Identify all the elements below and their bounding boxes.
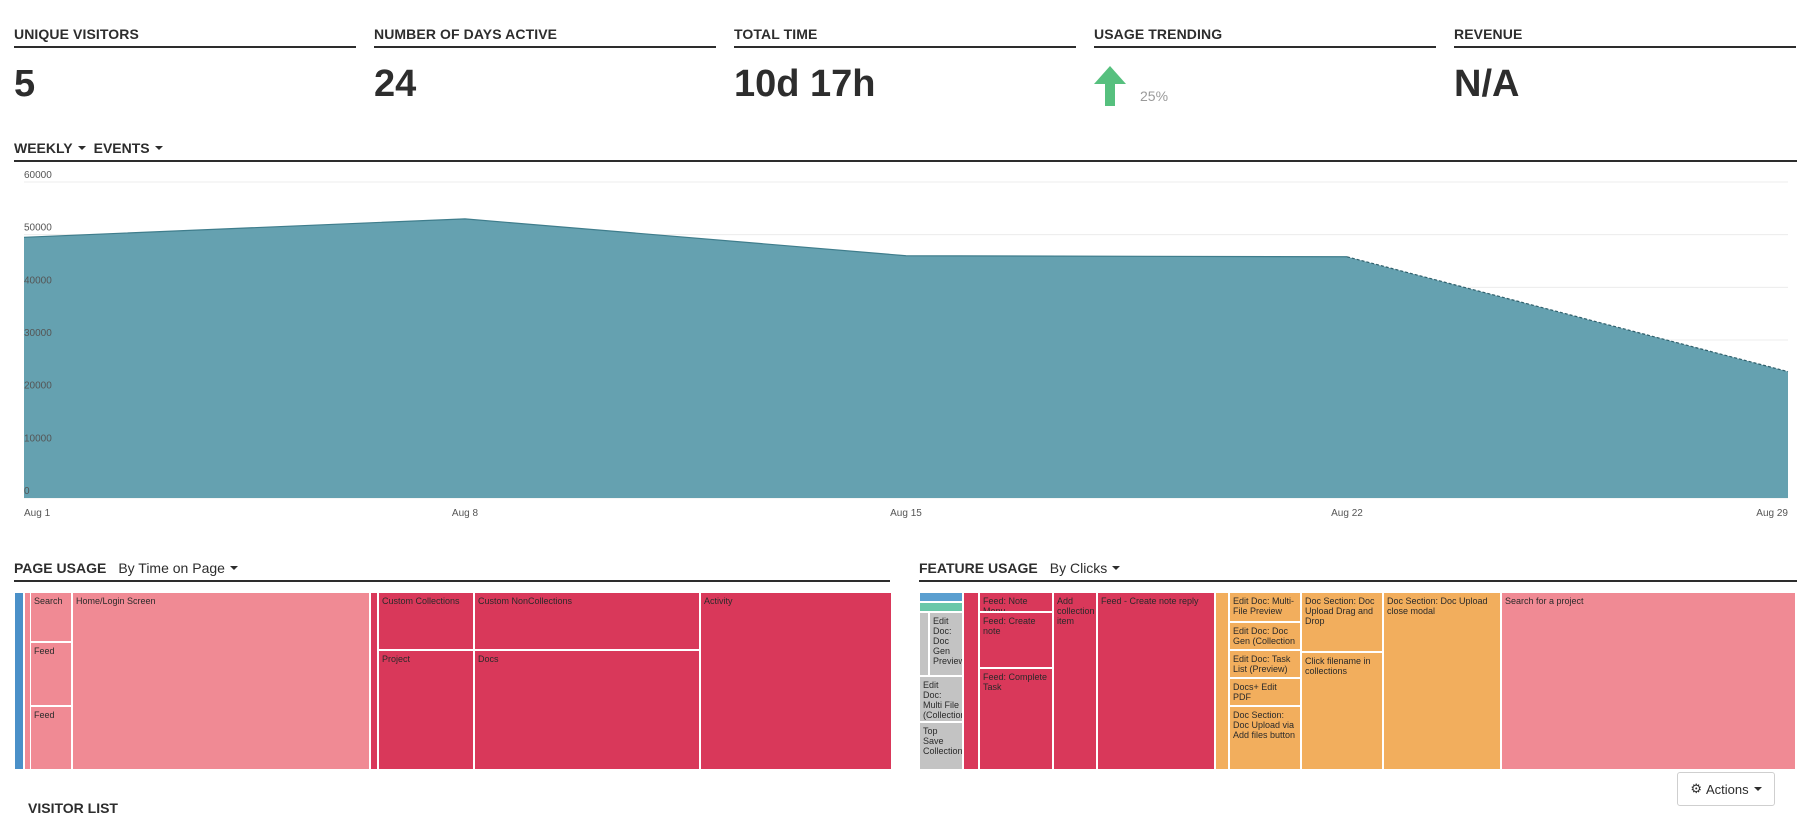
treemap-cell[interactable]: Feed: Create note xyxy=(979,612,1053,668)
treemap-cell[interactable]: Home/Login Screen xyxy=(72,592,370,770)
y-tick-label: 40000 xyxy=(24,275,52,286)
treemap-cell[interactable] xyxy=(14,592,24,770)
caret-down-icon xyxy=(77,146,86,150)
treemap-cell[interactable]: Project xyxy=(378,650,474,770)
kpi-days-active: NUMBER OF DAYS ACTIVE 24 xyxy=(374,26,716,106)
treemap-cell[interactable]: Edit Doc: Multi-File Preview xyxy=(1229,592,1301,622)
feature-usage-treemap: Edit Doc: Doc Gen Preview Edit Doc: Mult… xyxy=(919,592,1796,770)
treemap-cell[interactable]: Search for a project xyxy=(1501,592,1796,770)
visitor-list-title: VISITOR LIST xyxy=(28,800,118,816)
feature-usage-header: FEATURE USAGE By Clicks xyxy=(919,560,1797,582)
treemap-cell[interactable]: Doc Section: Doc Upload Drag and Drop xyxy=(1301,592,1383,652)
kpi-value: 5 xyxy=(14,63,36,105)
x-tick-label: Aug 8 xyxy=(452,508,479,519)
treemap-cell[interactable]: Add collection item xyxy=(1053,592,1097,770)
sort-label: By Clicks xyxy=(1049,560,1108,576)
kpi-value: 24 xyxy=(374,63,417,105)
treemap-cell[interactable]: Doc Section: Doc Upload via Add files bu… xyxy=(1229,706,1301,770)
treemap-cell[interactable]: Edit Doc: Task List (Preview) xyxy=(1229,650,1301,678)
treemap-cell[interactable]: Feed: Note Menu xyxy=(979,592,1053,612)
actions-button[interactable]: ⚙ Actions xyxy=(1677,772,1775,806)
metric-label: EVENTS xyxy=(93,140,150,156)
treemap-cell[interactable] xyxy=(919,602,963,612)
kpi-label: UNIQUE VISITORS xyxy=(14,26,356,48)
kpi-value: N/A xyxy=(1454,63,1520,105)
treemap-cell[interactable] xyxy=(370,592,378,770)
treemap-cell[interactable]: Search xyxy=(30,592,72,642)
feature-usage-title: FEATURE USAGE xyxy=(919,560,1038,576)
page-usage-title: PAGE USAGE xyxy=(14,560,107,576)
treemap-cell[interactable] xyxy=(919,612,929,676)
treemap-cell[interactable]: Feed xyxy=(30,642,72,706)
x-tick-label: Aug 22 xyxy=(1331,508,1363,519)
projected-line xyxy=(1346,256,1789,373)
treemap-cell[interactable]: Click filename in collections xyxy=(1301,652,1383,770)
kpi-unique-visitors: UNIQUE VISITORS 5 xyxy=(14,26,356,106)
y-tick-label: 50000 xyxy=(24,223,52,234)
treemap-cell[interactable]: Edit Doc: Doc Gen (Collection - xyxy=(1229,622,1301,650)
arrow-up-icon xyxy=(1094,66,1126,106)
events-area-chart: 0 10000 20000 30000 40000 50000 60000 Aug 1 Aug … xyxy=(23,170,1789,519)
metric-dropdown[interactable]: EVENTS xyxy=(94,140,163,156)
kpi-label: TOTAL TIME xyxy=(734,26,1076,48)
y-tick-label: 0 xyxy=(24,486,30,497)
treemap-cell[interactable]: Docs+ Edit PDF xyxy=(1229,678,1301,706)
page-usage-sort-dropdown[interactable]: By Time on Page xyxy=(118,560,238,576)
events-section-header: WEEKLY EVENTS xyxy=(14,140,1797,162)
treemap-cell[interactable] xyxy=(919,592,963,602)
caret-down-icon xyxy=(1112,566,1121,570)
feature-usage-sort-dropdown[interactable]: By Clicks xyxy=(1050,560,1121,576)
events-line xyxy=(23,218,1348,258)
treemap-cell[interactable]: Feed - Create note reply xyxy=(1097,592,1215,770)
y-tick-label: 20000 xyxy=(24,381,52,392)
treemap-cell[interactable]: Custom NonCollections xyxy=(474,592,700,650)
period-label: WEEKLY xyxy=(14,140,73,156)
treemap-cell[interactable]: Feed: Complete Task xyxy=(979,668,1053,770)
kpi-usage-trending: USAGE TRENDING 25% xyxy=(1094,26,1436,106)
page-usage-treemap: Search Feed Feed Home/Login Screen Custo… xyxy=(14,592,892,770)
y-tick-label: 10000 xyxy=(24,433,52,444)
page-usage-header: PAGE USAGE By Time on Page xyxy=(14,560,890,582)
x-tick-label: Aug 1 xyxy=(24,508,51,519)
y-tick-label: 30000 xyxy=(24,328,52,339)
treemap-cell[interactable]: Edit Doc: Doc Gen Preview xyxy=(929,612,963,676)
treemap-cell[interactable] xyxy=(963,592,979,770)
sort-label: By Time on Page xyxy=(118,560,225,576)
x-tick-label: Aug 15 xyxy=(890,508,922,519)
trend-percent: 25% xyxy=(1140,88,1169,104)
treemap-cell[interactable]: Custom Collections xyxy=(378,592,474,650)
treemap-cell[interactable]: Doc Section: Doc Upload close modal xyxy=(1383,592,1501,770)
period-dropdown[interactable]: WEEKLY xyxy=(14,140,86,156)
kpi-total-time: TOTAL TIME 10d 17h xyxy=(734,26,1076,106)
caret-down-icon xyxy=(1753,787,1762,791)
treemap-cell[interactable]: Activity xyxy=(700,592,892,770)
caret-down-icon xyxy=(229,566,238,570)
actions-label: Actions xyxy=(1706,781,1749,797)
treemap-cell[interactable]: Top Save Collections xyxy=(919,722,963,770)
events-area[interactable] xyxy=(24,218,1788,498)
kpi-value: 10d 17h xyxy=(734,63,876,105)
kpi-label: REVENUE xyxy=(1454,26,1796,48)
gear-icon: ⚙ xyxy=(1690,781,1702,796)
treemap-cell[interactable]: Docs xyxy=(474,650,700,770)
treemap-cell[interactable]: Feed xyxy=(30,706,72,770)
y-tick-label: 60000 xyxy=(24,170,52,181)
kpi-label: NUMBER OF DAYS ACTIVE xyxy=(374,26,716,48)
x-tick-label: Aug 29 xyxy=(1756,508,1788,519)
treemap-cell[interactable]: Edit Doc: Multi File (Collection - Previ… xyxy=(919,676,963,722)
caret-down-icon xyxy=(154,146,163,150)
treemap-cell[interactable] xyxy=(1215,592,1229,770)
kpi-revenue: REVENUE N/A xyxy=(1454,26,1796,106)
kpi-label: USAGE TRENDING xyxy=(1094,26,1436,48)
